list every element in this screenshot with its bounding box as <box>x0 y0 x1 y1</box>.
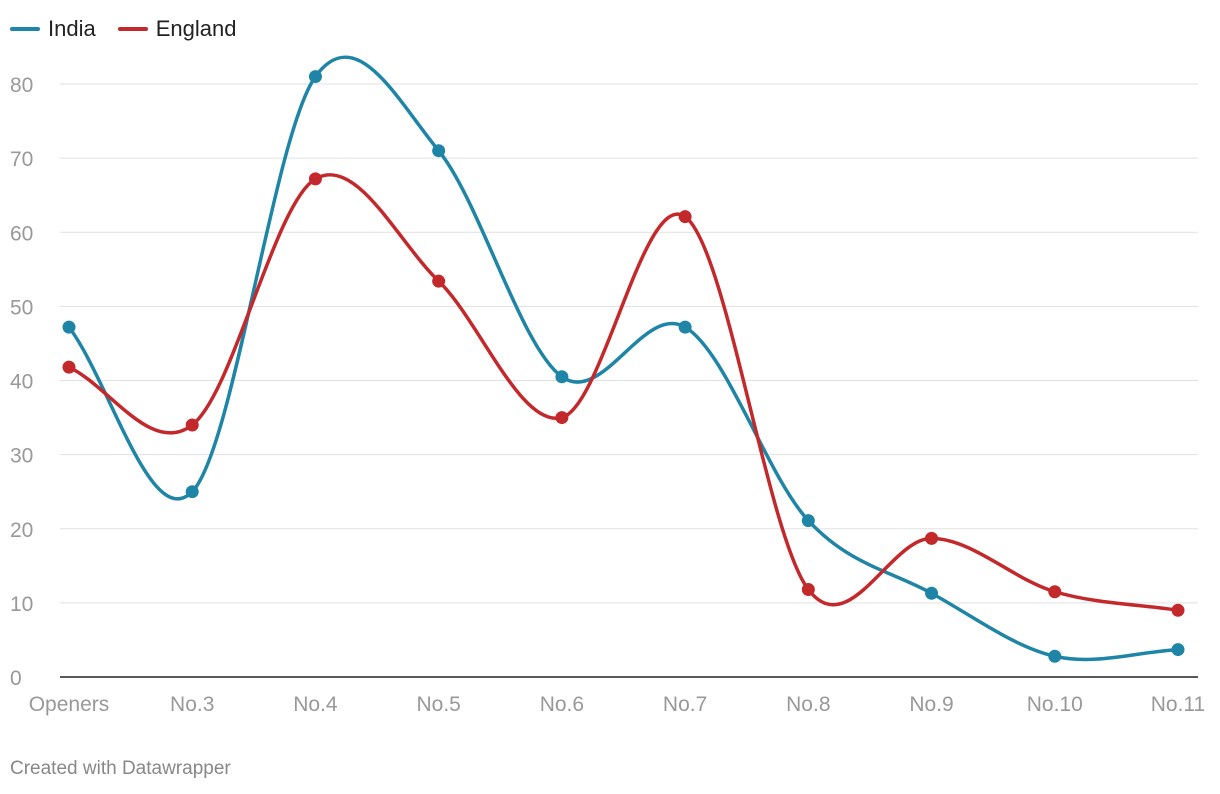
x-tick-label-openers: Openers <box>29 693 110 716</box>
x-tick-label-no-10: No.10 <box>1027 693 1083 716</box>
x-tick-label-no-8: No.8 <box>786 693 830 716</box>
y-tick-label-30: 30 <box>10 445 33 468</box>
credit-text: Created with Datawrapper <box>10 758 231 779</box>
data-point-india-no-5 <box>432 144 446 158</box>
data-point-india-no-6 <box>555 370 569 384</box>
y-tick-label-80: 80 <box>10 74 33 97</box>
x-tick-label-no-5: No.5 <box>416 693 460 716</box>
data-point-england-no-5 <box>432 274 446 288</box>
y-tick-label-50: 50 <box>10 296 33 319</box>
legend: India England <box>10 16 236 42</box>
data-point-england-no-6 <box>555 411 569 425</box>
legend-swatch-england <box>117 27 148 31</box>
data-point-india-openers <box>62 320 76 334</box>
data-point-england-no-7 <box>678 210 692 224</box>
legend-swatch-india <box>10 27 40 31</box>
data-point-india-no-11 <box>1171 643 1185 657</box>
data-point-india-no-4 <box>308 70 322 84</box>
y-tick-label-10: 10 <box>10 593 33 616</box>
data-point-india-no-8 <box>801 514 815 528</box>
y-tick-label-60: 60 <box>10 222 33 245</box>
data-point-india-no-9 <box>925 586 939 600</box>
y-tick-label-40: 40 <box>10 371 33 394</box>
data-point-england-no-4 <box>308 172 322 186</box>
series-line-england <box>67 173 1180 613</box>
legend-label-england: England <box>155 16 237 41</box>
data-point-england-no-11 <box>1171 603 1185 617</box>
data-point-india-no-10 <box>1048 649 1062 663</box>
x-tick-label-no-4: No.4 <box>293 693 338 716</box>
y-tick-label-0: 0 <box>10 667 22 690</box>
legend-item-india[interactable]: India <box>10 16 96 42</box>
data-point-india-no-7 <box>678 320 692 334</box>
data-point-england-no-3 <box>185 418 199 432</box>
y-tick-label-20: 20 <box>10 519 33 542</box>
legend-item-england[interactable]: England <box>117 16 237 42</box>
x-tick-label-no-6: No.6 <box>540 693 584 716</box>
legend-label-india: India <box>48 16 96 41</box>
data-point-england-no-10 <box>1048 585 1062 599</box>
series-line-india <box>67 55 1180 662</box>
x-tick-label-no-11: No.11 <box>1151 693 1205 716</box>
data-point-england-no-9 <box>925 531 939 545</box>
data-point-india-no-3 <box>185 485 199 499</box>
y-tick-label-70: 70 <box>10 148 33 171</box>
x-tick-label-no-3: No.3 <box>170 693 214 716</box>
x-tick-label-no-9: No.9 <box>909 693 953 716</box>
data-point-england-no-8 <box>801 583 815 597</box>
x-tick-label-no-7: No.7 <box>663 693 707 716</box>
data-point-england-openers <box>62 360 76 374</box>
